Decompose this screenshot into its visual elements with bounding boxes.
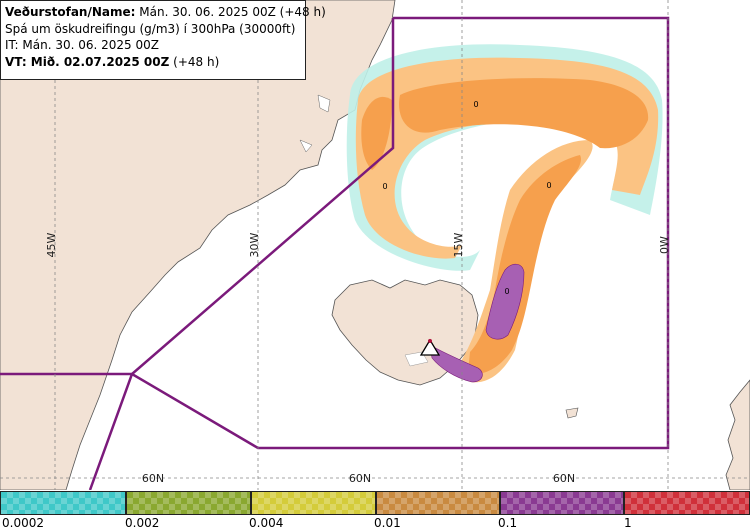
issuer-value: Mán. 30. 06. 2025 00Z (+48 h)	[139, 5, 326, 19]
legend-label: 0.01	[374, 516, 401, 530]
issue-time: IT: Mán. 30. 06. 2025 00Z	[5, 38, 159, 52]
map-canvas: 45W 30W 15W 0W 60N 60N 60N 0 0 0 0	[0, 0, 750, 490]
legend-label: 1	[624, 516, 632, 530]
meridian-label: 0W	[658, 236, 671, 254]
forecast-info-box: Veðurstofan/Name: Mán. 30. 06. 2025 00Z …	[0, 0, 326, 80]
faroe-islands	[565, 407, 579, 419]
legend-swatch	[251, 491, 376, 515]
contour-label: 0	[546, 181, 551, 190]
contour-label: 0	[504, 287, 509, 296]
fjord	[299, 139, 313, 153]
fjord	[317, 94, 331, 113]
legend-swatch	[376, 491, 500, 515]
fir-boundary	[0, 16, 670, 490]
meridian-gridlines	[54, 0, 669, 490]
legend-label: 0.004	[249, 516, 284, 530]
valid-time-label: VT: Mið. 02.07.2025 00Z	[5, 54, 170, 69]
issuer-line: Veðurstofan/Name: Mán. 30. 06. 2025 00Z …	[5, 4, 326, 21]
warning-triangle-icon[interactable]	[419, 338, 441, 356]
parallel-label: 60N	[349, 472, 371, 485]
concentration-legend: 0.0002 0.002 0.004 0.01 0.1 1	[0, 490, 750, 532]
meridian-label: 30W	[248, 232, 261, 257]
contour-label: 0	[473, 100, 478, 109]
legend-label: 0.1	[498, 516, 518, 530]
legend-swatch	[500, 491, 624, 515]
parallel-label: 60N	[142, 472, 164, 485]
valid-time-line: VT: Mið. 02.07.2025 00Z (+48 h)	[5, 54, 301, 71]
issuer-label: Veðurstofan/Name:	[5, 5, 136, 19]
contour-label: 0	[382, 182, 387, 191]
valid-time-value: (+48 h)	[173, 54, 220, 69]
legend-swatch	[624, 491, 750, 515]
product-description: Spá um öskudreifingu (g/m3) í 300hPa (30…	[5, 21, 296, 36]
legend-swatch	[0, 491, 126, 515]
parallel-label: 60N	[553, 472, 575, 485]
legend-label: 0.0002	[2, 516, 44, 530]
meridian-label: 45W	[45, 232, 58, 257]
norway-coast	[725, 379, 750, 490]
ash-high-area	[429, 263, 525, 383]
legend-swatch	[126, 491, 251, 515]
meridian-label: 15W	[452, 232, 465, 257]
legend-label: 0.002	[125, 516, 160, 530]
